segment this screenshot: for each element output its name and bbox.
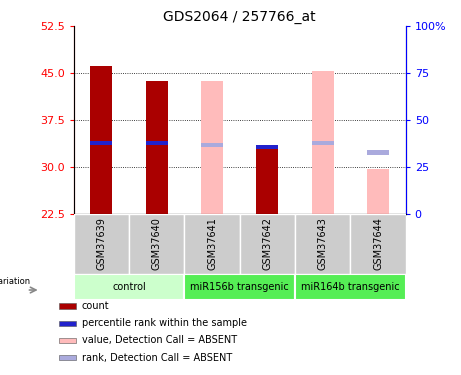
Text: rank, Detection Call = ABSENT: rank, Detection Call = ABSENT: [82, 353, 232, 363]
Title: GDS2064 / 257766_at: GDS2064 / 257766_at: [163, 10, 316, 24]
Bar: [256, 145, 278, 149]
Bar: [312, 141, 334, 146]
Bar: [74, 214, 129, 274]
Text: GSM37643: GSM37643: [318, 217, 328, 270]
Bar: [240, 214, 295, 274]
Bar: [256, 147, 278, 214]
Bar: [129, 214, 184, 274]
Bar: [295, 274, 406, 300]
Text: control: control: [112, 282, 146, 292]
Text: GSM37644: GSM37644: [373, 217, 383, 270]
Bar: [312, 71, 334, 214]
Bar: [146, 81, 168, 214]
Text: genotype/variation: genotype/variation: [0, 277, 31, 286]
Bar: [295, 214, 350, 274]
Text: GSM37642: GSM37642: [262, 217, 272, 270]
Bar: [367, 150, 389, 155]
Text: GSM37640: GSM37640: [152, 217, 162, 270]
Bar: [59, 338, 76, 343]
Bar: [59, 303, 76, 309]
Bar: [74, 274, 184, 300]
Bar: [350, 214, 406, 274]
Bar: [184, 214, 240, 274]
Bar: [201, 81, 223, 214]
Bar: [90, 141, 112, 146]
Bar: [59, 355, 76, 360]
Bar: [59, 321, 76, 326]
Bar: [367, 169, 389, 214]
Text: miR164b transgenic: miR164b transgenic: [301, 282, 400, 292]
Text: GSM37639: GSM37639: [96, 217, 106, 270]
Text: percentile rank within the sample: percentile rank within the sample: [82, 318, 247, 328]
Text: miR156b transgenic: miR156b transgenic: [190, 282, 289, 292]
Bar: [184, 274, 295, 300]
Bar: [201, 143, 223, 147]
Bar: [90, 66, 112, 214]
Text: count: count: [82, 301, 109, 311]
Bar: [146, 141, 168, 146]
Text: GSM37641: GSM37641: [207, 217, 217, 270]
Text: value, Detection Call = ABSENT: value, Detection Call = ABSENT: [82, 336, 236, 345]
